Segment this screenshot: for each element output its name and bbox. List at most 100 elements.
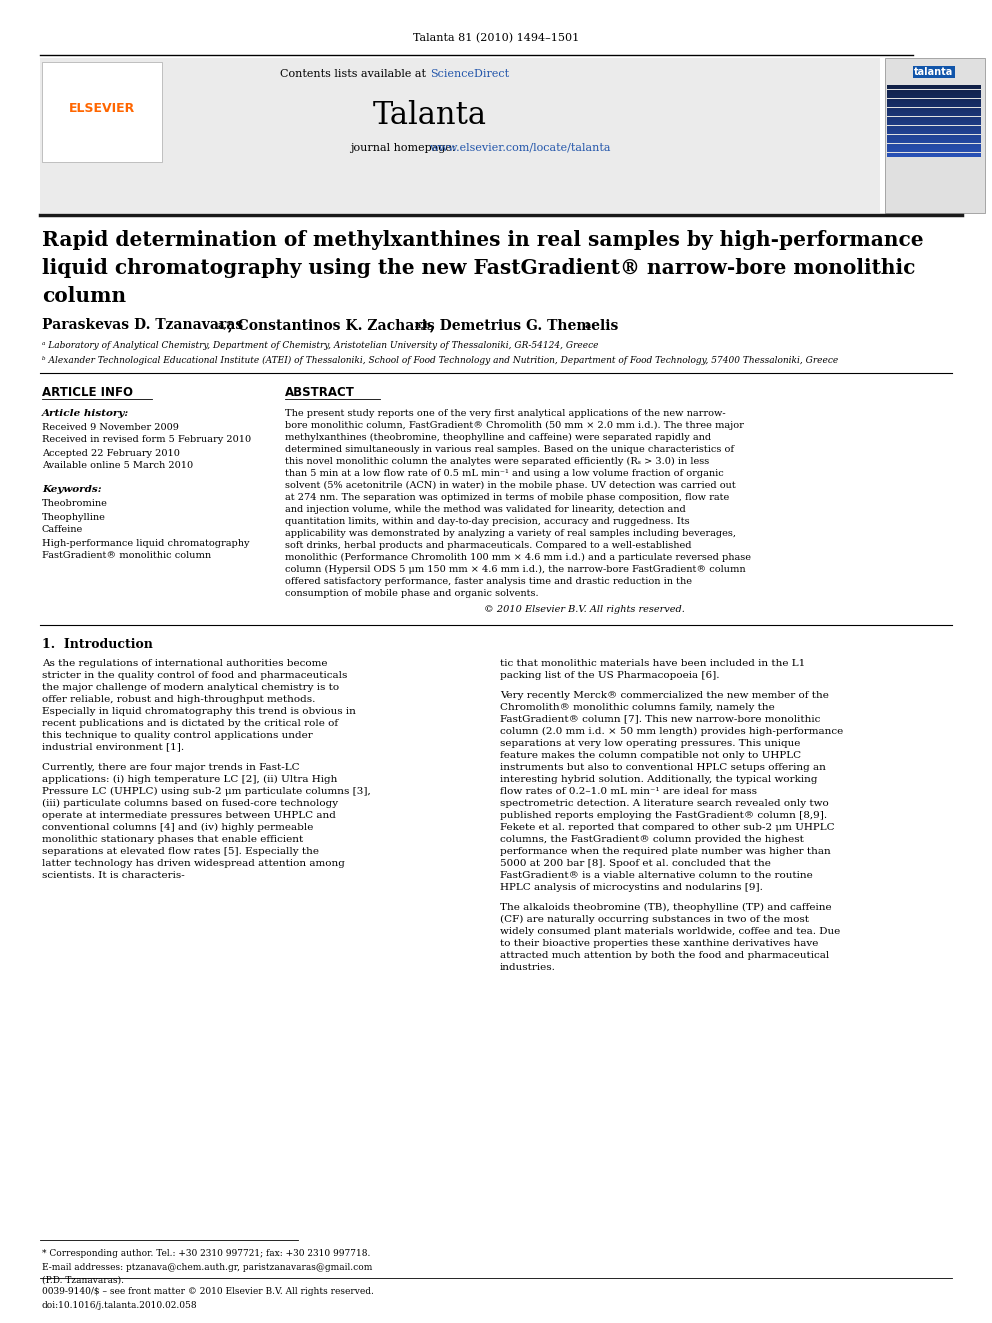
Text: Very recently Merck® commercialized the new member of the: Very recently Merck® commercialized the … bbox=[500, 691, 829, 700]
Text: attracted much attention by both the food and pharmaceutical: attracted much attention by both the foo… bbox=[500, 950, 829, 959]
Text: applications: (i) high temperature LC [2], (ii) Ultra High: applications: (i) high temperature LC [2… bbox=[42, 774, 337, 783]
Text: Available online 5 March 2010: Available online 5 March 2010 bbox=[42, 462, 193, 471]
Text: applicability was demonstrated by analyzing a variety of real samples including : applicability was demonstrated by analyz… bbox=[285, 528, 736, 537]
Text: Talanta 81 (2010) 1494–1501: Talanta 81 (2010) 1494–1501 bbox=[413, 33, 579, 44]
Text: consumption of mobile phase and organic solvents.: consumption of mobile phase and organic … bbox=[285, 589, 539, 598]
Text: Article history:: Article history: bbox=[42, 409, 129, 418]
Text: Paraskevas D. Tzanavaras: Paraskevas D. Tzanavaras bbox=[42, 318, 243, 332]
Text: FastGradient® is a viable alternative column to the routine: FastGradient® is a viable alternative co… bbox=[500, 871, 812, 880]
Bar bbox=[42, 62, 162, 161]
Text: a: a bbox=[585, 320, 591, 329]
Text: recent publications and is dictated by the critical role of: recent publications and is dictated by t… bbox=[42, 718, 338, 728]
Text: to their bioactive properties these xanthine derivatives have: to their bioactive properties these xant… bbox=[500, 938, 818, 947]
Text: this novel monolithic column the analytes were separated efficiently (Rₛ > 3.0) : this novel monolithic column the analyte… bbox=[285, 456, 709, 466]
Text: soft drinks, herbal products and pharmaceuticals. Compared to a well-established: soft drinks, herbal products and pharmac… bbox=[285, 541, 691, 549]
Text: separations at elevated flow rates [5]. Especially the: separations at elevated flow rates [5]. … bbox=[42, 847, 319, 856]
Text: Especially in liquid chromatography this trend is obvious in: Especially in liquid chromatography this… bbox=[42, 706, 356, 716]
Text: flow rates of 0.2–1.0 mL min⁻¹ are ideal for mass: flow rates of 0.2–1.0 mL min⁻¹ are ideal… bbox=[500, 786, 757, 795]
Text: Rapid determination of methylxanthines in real samples by high-performance: Rapid determination of methylxanthines i… bbox=[42, 230, 924, 250]
Text: published reports employing the FastGradient® column [8,9].: published reports employing the FastGrad… bbox=[500, 811, 827, 819]
Text: Chromolith® monolithic columns family, namely the: Chromolith® monolithic columns family, n… bbox=[500, 703, 775, 712]
Text: instruments but also to conventional HPLC setups offering an: instruments but also to conventional HPL… bbox=[500, 762, 826, 771]
Text: ABSTRACT: ABSTRACT bbox=[285, 385, 355, 398]
Bar bbox=[885, 58, 985, 213]
Text: talanta: talanta bbox=[915, 67, 953, 77]
Text: * Corresponding author. Tel.: +30 2310 997721; fax: +30 2310 997718.: * Corresponding author. Tel.: +30 2310 9… bbox=[42, 1249, 370, 1258]
Text: Contents lists available at: Contents lists available at bbox=[281, 69, 430, 79]
Text: offered satisfactory performance, faster analysis time and drastic reduction in : offered satisfactory performance, faster… bbox=[285, 577, 692, 586]
Text: columns, the FastGradient® column provided the highest: columns, the FastGradient® column provid… bbox=[500, 835, 804, 844]
Text: High-performance liquid chromatography: High-performance liquid chromatography bbox=[42, 538, 250, 548]
Text: Theophylline: Theophylline bbox=[42, 512, 106, 521]
Text: (P.D. Tzanavaras).: (P.D. Tzanavaras). bbox=[42, 1275, 124, 1285]
Text: stricter in the quality control of food and pharmaceuticals: stricter in the quality control of food … bbox=[42, 671, 347, 680]
Text: Received in revised form 5 February 2010: Received in revised form 5 February 2010 bbox=[42, 435, 251, 445]
Text: 0039-9140/$ – see front matter © 2010 Elsevier B.V. All rights reserved.: 0039-9140/$ – see front matter © 2010 El… bbox=[42, 1287, 374, 1297]
Text: this technique to quality control applications under: this technique to quality control applic… bbox=[42, 730, 312, 740]
Text: 5000 at 200 bar [8]. Spoof et al. concluded that the: 5000 at 200 bar [8]. Spoof et al. conclu… bbox=[500, 859, 771, 868]
Text: , Constantinos K. Zacharis: , Constantinos K. Zacharis bbox=[228, 318, 434, 332]
Text: a,*: a,* bbox=[218, 320, 233, 329]
Text: , Demetrius G. Themelis: , Demetrius G. Themelis bbox=[430, 318, 618, 332]
Text: the major challenge of modern analytical chemistry is to: the major challenge of modern analytical… bbox=[42, 683, 339, 692]
Text: The present study reports one of the very first analytical applications of the n: The present study reports one of the ver… bbox=[285, 409, 725, 418]
Text: Theobromine: Theobromine bbox=[42, 500, 108, 508]
Text: journal homepage:: journal homepage: bbox=[350, 143, 459, 153]
Text: industries.: industries. bbox=[500, 963, 556, 971]
Text: operate at intermediate pressures between UHPLC and: operate at intermediate pressures betwee… bbox=[42, 811, 336, 819]
Text: column: column bbox=[42, 286, 126, 306]
Text: doi:10.1016/j.talanta.2010.02.058: doi:10.1016/j.talanta.2010.02.058 bbox=[42, 1301, 197, 1310]
Text: The alkaloids theobromine (TB), theophylline (TP) and caffeine: The alkaloids theobromine (TB), theophyl… bbox=[500, 902, 831, 912]
Text: determined simultaneously in various real samples. Based on the unique character: determined simultaneously in various rea… bbox=[285, 445, 734, 454]
Text: Accepted 22 February 2010: Accepted 22 February 2010 bbox=[42, 448, 180, 458]
Text: ScienceDirect: ScienceDirect bbox=[430, 69, 509, 79]
Text: and injection volume, while the method was validated for linearity, detection an: and injection volume, while the method w… bbox=[285, 504, 685, 513]
Text: a,b: a,b bbox=[415, 320, 432, 329]
Text: Caffeine: Caffeine bbox=[42, 525, 83, 534]
Text: methylxanthines (theobromine, theophylline and caffeine) were separated rapidly : methylxanthines (theobromine, theophylli… bbox=[285, 433, 711, 442]
Text: As the regulations of international authorities become: As the regulations of international auth… bbox=[42, 659, 327, 668]
Text: packing list of the US Pharmacopoeia [6].: packing list of the US Pharmacopoeia [6]… bbox=[500, 671, 719, 680]
Text: (CF) are naturally occurring substances in two of the most: (CF) are naturally occurring substances … bbox=[500, 914, 809, 923]
Text: bore monolithic column, FastGradient® Chromolith (50 mm × 2.0 mm i.d.). The thre: bore monolithic column, FastGradient® Ch… bbox=[285, 421, 744, 430]
Text: FastGradient® column [7]. This new narrow-bore monolithic: FastGradient® column [7]. This new narro… bbox=[500, 714, 820, 724]
Text: feature makes the column compatible not only to UHPLC: feature makes the column compatible not … bbox=[500, 750, 802, 759]
Text: liquid chromatography using the new FastGradient® narrow-bore monolithic: liquid chromatography using the new Fast… bbox=[42, 258, 916, 278]
Bar bbox=[40, 58, 880, 213]
Text: widely consumed plant materials worldwide, coffee and tea. Due: widely consumed plant materials worldwid… bbox=[500, 926, 840, 935]
Text: spectrometric detection. A literature search revealed only two: spectrometric detection. A literature se… bbox=[500, 799, 828, 807]
Text: www.elsevier.com/locate/talanta: www.elsevier.com/locate/talanta bbox=[430, 143, 611, 153]
Text: © 2010 Elsevier B.V. All rights reserved.: © 2010 Elsevier B.V. All rights reserved… bbox=[484, 606, 685, 614]
Text: ARTICLE INFO: ARTICLE INFO bbox=[42, 385, 133, 398]
Text: tic that monolithic materials have been included in the L1: tic that monolithic materials have been … bbox=[500, 659, 806, 668]
Text: ELSEVIER: ELSEVIER bbox=[68, 102, 135, 115]
Text: than 5 min at a low flow rate of 0.5 mL min⁻¹ and using a low volume fraction of: than 5 min at a low flow rate of 0.5 mL … bbox=[285, 468, 724, 478]
Text: Talanta: Talanta bbox=[373, 99, 487, 131]
Text: 1.  Introduction: 1. Introduction bbox=[42, 639, 153, 651]
Text: Fekete et al. reported that compared to other sub-2 μm UHPLC: Fekete et al. reported that compared to … bbox=[500, 823, 834, 831]
Text: Keywords:: Keywords: bbox=[42, 486, 101, 495]
Text: monolithic stationary phases that enable efficient: monolithic stationary phases that enable… bbox=[42, 835, 304, 844]
Text: ᵃ Laboratory of Analytical Chemistry, Department of Chemistry, Aristotelian Univ: ᵃ Laboratory of Analytical Chemistry, De… bbox=[42, 340, 598, 349]
Text: Pressure LC (UHPLC) using sub-2 μm particulate columns [3],: Pressure LC (UHPLC) using sub-2 μm parti… bbox=[42, 786, 371, 795]
Text: industrial environment [1].: industrial environment [1]. bbox=[42, 742, 185, 751]
Text: offer reliable, robust and high-throughput methods.: offer reliable, robust and high-throughp… bbox=[42, 695, 315, 704]
Text: at 274 nm. The separation was optimized in terms of mobile phase composition, fl: at 274 nm. The separation was optimized … bbox=[285, 492, 729, 501]
Text: separations at very low operating pressures. This unique: separations at very low operating pressu… bbox=[500, 738, 801, 747]
Text: column (2.0 mm i.d. × 50 mm length) provides high-performance: column (2.0 mm i.d. × 50 mm length) prov… bbox=[500, 726, 843, 736]
Text: scientists. It is characteris-: scientists. It is characteris- bbox=[42, 871, 185, 880]
Text: column (Hypersil ODS 5 μm 150 mm × 4.6 mm i.d.), the narrow-bore FastGradient® c: column (Hypersil ODS 5 μm 150 mm × 4.6 m… bbox=[285, 565, 746, 574]
Text: monolithic (Performance Chromolith 100 mm × 4.6 mm i.d.) and a particulate rever: monolithic (Performance Chromolith 100 m… bbox=[285, 553, 751, 561]
Text: Currently, there are four major trends in Fast-LC: Currently, there are four major trends i… bbox=[42, 762, 300, 771]
Text: HPLC analysis of microcystins and nodularins [9].: HPLC analysis of microcystins and nodula… bbox=[500, 882, 763, 892]
Text: solvent (5% acetonitrile (ACN) in water) in the mobile phase. UV detection was c: solvent (5% acetonitrile (ACN) in water)… bbox=[285, 480, 736, 490]
Text: E-mail addresses: ptzanava@chem.auth.gr, paristzanavaras@gmail.com: E-mail addresses: ptzanava@chem.auth.gr,… bbox=[42, 1262, 372, 1271]
Text: latter technology has driven widespread attention among: latter technology has driven widespread … bbox=[42, 859, 345, 868]
Text: performance when the required plate number was higher than: performance when the required plate numb… bbox=[500, 847, 830, 856]
Text: conventional columns [4] and (iv) highly permeable: conventional columns [4] and (iv) highly… bbox=[42, 823, 313, 832]
Text: quantitation limits, within and day-to-day precision, accuracy and ruggedness. I: quantitation limits, within and day-to-d… bbox=[285, 516, 689, 525]
Text: interesting hybrid solution. Additionally, the typical working: interesting hybrid solution. Additionall… bbox=[500, 774, 817, 783]
Text: Received 9 November 2009: Received 9 November 2009 bbox=[42, 422, 179, 431]
Text: ᵇ Alexander Technological Educational Institute (ATEI) of Thessaloniki, School o: ᵇ Alexander Technological Educational In… bbox=[42, 356, 838, 365]
Text: FastGradient® monolithic column: FastGradient® monolithic column bbox=[42, 552, 211, 561]
